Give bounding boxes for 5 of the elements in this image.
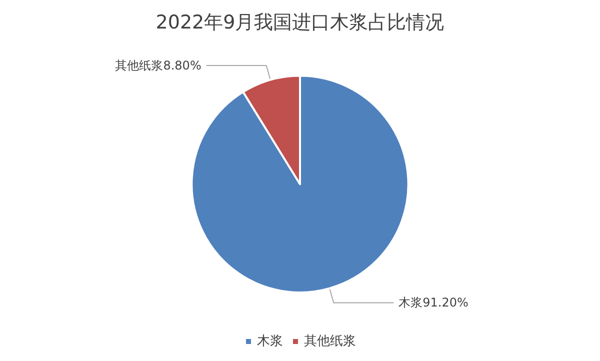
chart-title: 2022年9月我国进口木浆占比情况: [156, 12, 444, 34]
category-label: 其他纸浆8.80%: [115, 58, 202, 72]
category-label: 木浆91.20%: [398, 296, 468, 310]
legend-label: 木浆: [257, 334, 283, 349]
legend-label: 其他纸浆: [304, 334, 356, 349]
